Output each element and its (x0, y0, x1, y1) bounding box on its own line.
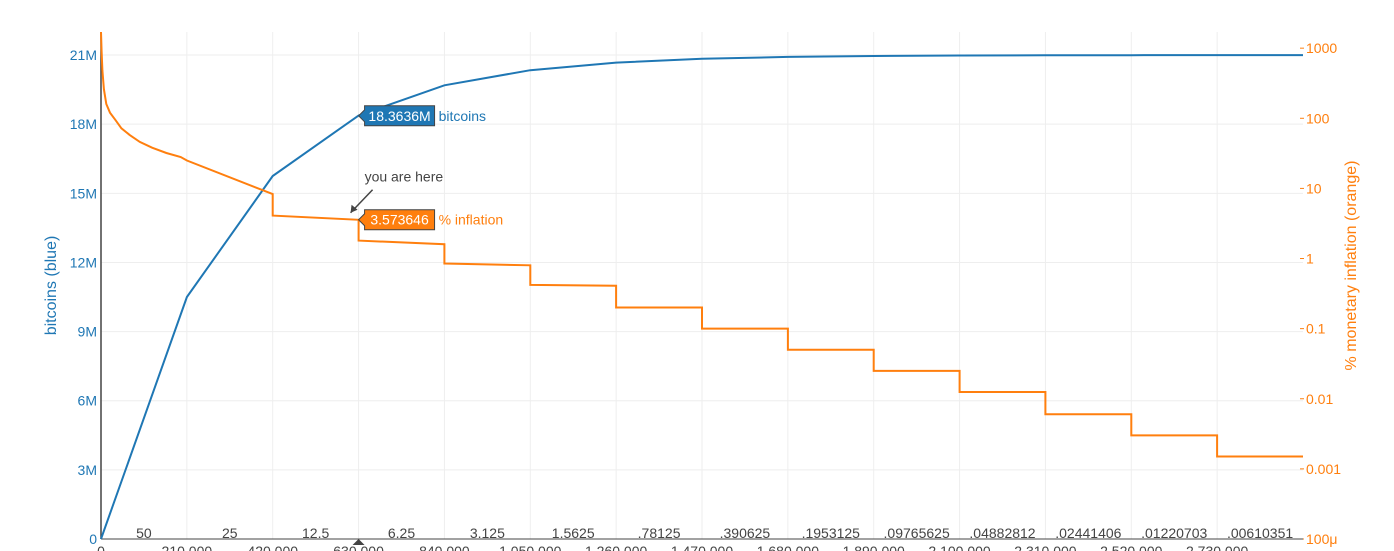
y-right-tick-label: 100 (1306, 110, 1330, 126)
y-left-tick-label: 15M (70, 185, 97, 201)
series (100, 31, 1303, 540)
x-bottom-tick-label: 0 (97, 543, 105, 551)
hover-label-inflation-box (357, 209, 436, 231)
y-left-tick-label: 18M (70, 116, 97, 132)
x-bottom-tick-label: 210,000 (162, 543, 213, 551)
y-right-tick-label: 1 (1306, 251, 1314, 267)
x-bottom-tick-label: 2,100,000 (928, 543, 990, 551)
y-left-tick-label: 0 (89, 531, 97, 547)
x-bottom-tick-label: 1,890,000 (843, 543, 905, 551)
you-are-here-note: you are here (365, 169, 444, 185)
series-inflation-line (100, 31, 1303, 458)
current-x-marker (352, 539, 365, 545)
x-top-tick-label: .01220703 (1141, 525, 1207, 541)
x-bottom-tick-label: 2,730,000 (1186, 543, 1248, 551)
hover-label-inflation-series-name: % inflation (439, 212, 504, 228)
x-top-tick-label: 3.125 (470, 525, 505, 541)
x-bottom-tick-label: 2,520,000 (1100, 543, 1162, 551)
x-top-tick-label: 12.5 (302, 525, 329, 541)
y-right-tick-label: 0.001 (1306, 461, 1341, 477)
x-bottom-tick-label: 420,000 (247, 543, 298, 551)
y-right-tick-label: 0.1 (1306, 321, 1326, 337)
hover-label-bitcoins-series-name: bitcoins (439, 108, 486, 124)
hover-label-bitcoins-box (357, 105, 436, 127)
x-bottom-tick-label: 2,310,000 (1014, 543, 1076, 551)
hover-label-bitcoins-value: 18.3636M (368, 108, 430, 124)
y-left-tick-label: 3M (78, 462, 97, 478)
y-right-tick-label: 1000 (1306, 40, 1337, 56)
x-top-tick-label: 1.5625 (552, 525, 595, 541)
y-left-axis-title: bitcoins (blue) (43, 236, 60, 336)
x-bottom-tick-label: 840,000 (419, 543, 470, 551)
y-left-tick-label: 6M (78, 393, 97, 409)
x-bottom-tick-label: 1,260,000 (585, 543, 647, 551)
y-left-tick-label: 12M (70, 254, 97, 270)
you-are-here-arrowhead (350, 204, 358, 213)
y-right-tick-label: 0.01 (1306, 391, 1333, 407)
x-top-tick-label: .390625 (720, 525, 771, 541)
y-left-tick-label: 9M (78, 324, 97, 340)
y-left-tick-label: 21M (70, 47, 97, 63)
x-top-tick-label: .04882812 (969, 525, 1035, 541)
x-bottom-tick-label: 1,050,000 (499, 543, 561, 551)
y-right-axis-title: % monetary inflation (orange) (1343, 161, 1360, 371)
y-right-tick-label: 10 (1306, 180, 1322, 196)
x-top-tick-label: .02441406 (1055, 525, 1121, 541)
grid-lines (101, 32, 1303, 539)
axes (100, 32, 1304, 540)
x-top-tick-label: .00610351 (1227, 525, 1293, 541)
series-bitcoins-line (100, 54, 1303, 540)
hover-label-inflation-value: 3.573646 (370, 212, 429, 228)
x-top-tick-label: 25 (222, 525, 238, 541)
x-top-tick-label: .78125 (638, 525, 681, 541)
x-top-tick-label: 50 (136, 525, 152, 541)
x-bottom-tick-label: 1,680,000 (757, 543, 819, 551)
x-top-tick-label: .1953125 (802, 525, 861, 541)
x-top-tick-label: 6.25 (388, 525, 415, 541)
x-bottom-tick-label: 630,000 (333, 543, 384, 551)
x-top-tick-label: .09765625 (884, 525, 950, 541)
x-bottom-tick-label: 1,470,000 (671, 543, 733, 551)
y-right-tick-label: 100μ (1306, 531, 1337, 547)
annotations: 18.3636M bitcoins 3.573646 % inflation you a… (350, 105, 504, 545)
